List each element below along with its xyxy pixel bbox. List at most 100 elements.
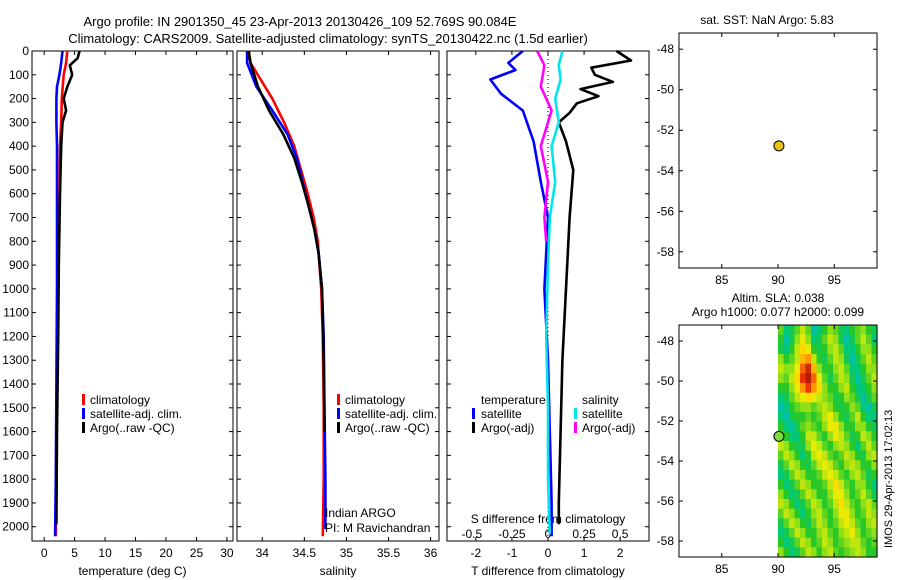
x-tick-label: 85 <box>715 562 729 576</box>
legend-label-argo: Argo(..raw -QC) <box>90 421 175 435</box>
heatmap-cell <box>811 508 818 519</box>
x-tick-label: 95 <box>828 562 842 576</box>
heatmap-cell <box>816 363 823 374</box>
heatmap-cell <box>789 354 796 365</box>
heatmap-cell <box>811 431 818 442</box>
heatmap-cell <box>855 450 862 461</box>
heatmap-cell <box>800 392 807 403</box>
legend-label-t-argo: Argo(-adj) <box>481 421 534 435</box>
heatmap-cell <box>849 441 856 452</box>
heatmap-cell <box>860 537 867 548</box>
heatmap-cell <box>816 392 823 403</box>
heatmap-cell <box>805 441 812 452</box>
salinity-panel: 34 34.5 35 35.5 36 salinity <box>236 50 440 578</box>
legend-swatch-satellite <box>337 408 340 419</box>
heatmap-cell <box>794 499 801 510</box>
x-tick-label: 36 <box>424 546 438 560</box>
heatmap-cell <box>789 431 796 442</box>
heatmap-cell <box>844 537 851 548</box>
heatmap-cell <box>871 344 878 355</box>
heatmap-cell <box>849 334 856 345</box>
difference-panel: -2 -1 0 1 2 T difference from climatology S di… <box>446 49 650 578</box>
heatmap-cell <box>789 412 796 423</box>
heatmap-cell <box>789 334 796 345</box>
heatmap-cell <box>789 450 796 461</box>
y-tick-label: 0 <box>22 44 29 58</box>
heatmap-cell <box>871 470 878 481</box>
heatmap-cell <box>805 489 812 500</box>
heatmap-cell <box>778 518 785 529</box>
heatmap-cell <box>827 499 834 510</box>
heatmap-cell <box>794 547 801 558</box>
heatmap-cell <box>816 499 823 510</box>
heatmap-cell <box>860 402 867 413</box>
heatmap-cell <box>789 344 796 355</box>
salinity-legend: climatology satellite-adj. clim. Argo(..… <box>325 393 437 535</box>
heatmap-cell <box>811 450 818 461</box>
y-tick-label: -56 <box>657 204 675 218</box>
heatmap-cell <box>783 470 790 481</box>
heatmap-cell <box>833 344 840 355</box>
x-tick-label: 0 <box>41 546 48 560</box>
heatmap-cell <box>827 441 834 452</box>
heatmap-cell <box>833 431 840 442</box>
argo-location-marker <box>773 430 785 442</box>
heatmap-cell <box>866 402 873 413</box>
heatmap-cell <box>822 402 829 413</box>
heatmap-cell <box>855 344 862 355</box>
heatmap-cell <box>811 383 818 394</box>
top-tick-label: 0.5 <box>612 527 629 541</box>
heatmap-cell <box>816 537 823 548</box>
heatmap-cell <box>783 373 790 384</box>
y-tick-label: -56 <box>657 494 675 508</box>
heatmap-cell <box>805 392 812 403</box>
heatmap-cell <box>871 325 878 336</box>
heatmap-cell <box>811 537 818 548</box>
x-tick-label: 34 <box>256 546 270 560</box>
heatmap-cell <box>783 547 790 558</box>
heatmap-cell <box>855 392 862 403</box>
heatmap-cell <box>805 508 812 519</box>
heatmap-cell <box>827 334 834 345</box>
heatmap-cell <box>783 489 790 500</box>
y-tick-label: 1400 <box>2 377 29 391</box>
heatmap-cell <box>794 373 801 384</box>
heatmap-cell <box>816 470 823 481</box>
heatmap-cell <box>844 547 851 558</box>
heatmap-cell <box>816 518 823 529</box>
x-tick-label: -1 <box>507 546 518 560</box>
heatmap-cell <box>811 470 818 481</box>
heatmap-cell <box>866 547 873 558</box>
heatmap-cell <box>855 402 862 413</box>
top-axis-label: S difference from climatology <box>471 512 626 526</box>
heatmap-cell <box>844 508 851 519</box>
heatmap-cell <box>778 537 785 548</box>
heatmap-cell <box>838 373 845 384</box>
series-line-cyan <box>544 50 564 534</box>
heatmap-cell <box>849 537 856 548</box>
heatmap-cell <box>822 460 829 471</box>
y-tick-label: 500 <box>9 163 29 177</box>
heatmap-cell <box>871 489 878 500</box>
legend-label-s-satellite: satellite <box>582 407 623 421</box>
heatmap-cell <box>855 334 862 345</box>
heatmap-cell <box>800 383 807 394</box>
heatmap-cell <box>871 460 878 471</box>
heatmap-cell <box>871 479 878 490</box>
heatmap-cell <box>838 383 845 394</box>
heatmap-cell <box>794 334 801 345</box>
heatmap-cell <box>805 431 812 442</box>
heatmap-cell <box>860 363 867 374</box>
legend-swatch-s-argo <box>574 422 577 433</box>
heatmap-cell <box>794 325 801 336</box>
heatmap-cell <box>794 402 801 413</box>
heatmap-cell <box>838 489 845 500</box>
heatmap-cell <box>789 537 796 548</box>
heatmap-cell <box>827 412 834 423</box>
heatmap-cell <box>860 508 867 519</box>
heatmap-cell <box>816 354 823 365</box>
heatmap-cell <box>860 489 867 500</box>
x-axis-label: T difference from climatology <box>471 564 625 578</box>
heatmap-cell <box>816 344 823 355</box>
